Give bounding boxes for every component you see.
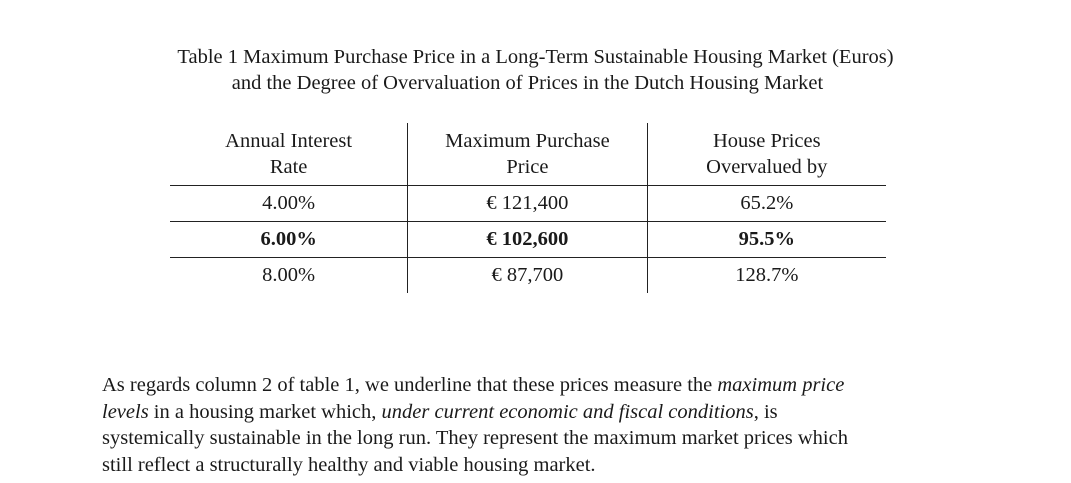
paragraph-emphasis: maximum price: [717, 374, 845, 396]
table-row: 4.00% € 121,400 65.2%: [170, 185, 886, 222]
paragraph-line-2: levels in a housing market which, under …: [102, 399, 962, 426]
paragraph-text: As regards column 2 of table 1, we under…: [102, 374, 718, 396]
paragraph-text: in a housing market which,: [148, 400, 382, 423]
header-interest-rate: Annual Interest Rate: [170, 123, 408, 186]
cell-overvalued: 95.5%: [646, 221, 886, 258]
cell-overvalued: 65.2%: [646, 185, 886, 222]
cell-price: € 121,400: [407, 185, 648, 222]
paragraph-line-3: systemically sustainable in the long run…: [102, 427, 848, 449]
header-max-price: Maximum Purchase Price: [407, 123, 648, 186]
caption-line-1: Table 1 Maximum Purchase Price in a Long…: [177, 46, 894, 68]
cell-rate: 8.00%: [262, 264, 316, 286]
header-interest-rate-line1: Annual Interest: [225, 130, 353, 152]
paragraph-text: , is: [753, 400, 778, 423]
cell-rate: 6.00%: [170, 221, 408, 258]
paragraph-emphasis: levels: [102, 400, 149, 423]
header-overvalued: House Prices Overvalued by: [646, 123, 886, 186]
table-caption: Table 1 Maximum Purchase Price in a Long…: [0, 44, 1071, 96]
header-interest-rate-line2: Rate: [269, 156, 308, 178]
paragraph-line-1: As regards column 2 of table 1, we under…: [102, 372, 962, 399]
price-table: Annual Interest Rate Maximum Purchase Pr…: [170, 123, 886, 293]
header-overvalued-line2: Overvalued by: [706, 156, 828, 178]
caption-line-2: and the Degree of Overvaluation of Price…: [231, 72, 824, 94]
paragraph-emphasis: under current economic and fiscal condit…: [381, 400, 754, 423]
header-max-price-line2: Price: [506, 156, 549, 178]
table-row-highlighted: 6.00% € 102,600 95.5%: [170, 221, 886, 258]
cell-rate: 4.00%: [170, 185, 408, 222]
table-row: 8.00% € 87,700 128.7%: [170, 257, 886, 293]
table-header-row: Annual Interest Rate Maximum Purchase Pr…: [170, 123, 886, 186]
cell-price: € 87,700: [407, 257, 648, 293]
body-paragraph: As regards column 2 of table 1, we under…: [102, 372, 962, 478]
header-overvalued-line1: House Prices: [712, 130, 821, 152]
cell-price: € 102,600: [407, 221, 648, 258]
cell-overvalued: 128.7%: [646, 257, 886, 293]
header-max-price-line1: Maximum Purchase: [445, 130, 610, 152]
paragraph-line-4: still reflect a structurally healthy and…: [102, 453, 596, 476]
